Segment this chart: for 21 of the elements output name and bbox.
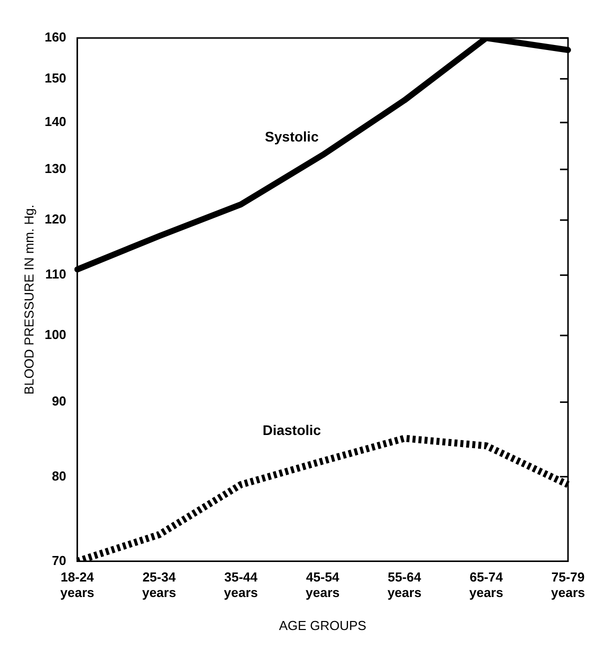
x-tick-label: 45-54 years: [306, 570, 340, 600]
y-tick-label: 160: [44, 30, 66, 45]
x-tick-label: 25-34 years: [142, 570, 176, 600]
series-label: Systolic: [264, 128, 319, 145]
x-tick-label: 65-74 years: [469, 570, 504, 600]
y-tick-label: 130: [44, 160, 66, 176]
y-tick-label: 120: [44, 212, 66, 227]
y-axis-title: BLOOD PRESSURE IN mm. Hg.: [21, 204, 36, 395]
x-tick-label: 35-44 years: [224, 570, 258, 600]
y-tick-label: 100: [44, 327, 66, 342]
x-tick-label: 55-64 years: [387, 570, 422, 600]
y-tick-label: 90: [52, 394, 66, 409]
x-tick-label: 18-24 years: [60, 570, 95, 600]
y-tick-label: 140: [44, 114, 66, 130]
y-tick-label: 110: [45, 266, 66, 282]
y-tick-label: 80: [52, 468, 66, 484]
series-label: Diastolic: [262, 422, 322, 438]
y-tick-label: 150: [44, 70, 66, 86]
x-tick-label: 75-79 years: [551, 570, 586, 600]
x-axis-title: AGE GROUPS: [278, 618, 367, 633]
y-tick-label: 70: [52, 552, 66, 568]
